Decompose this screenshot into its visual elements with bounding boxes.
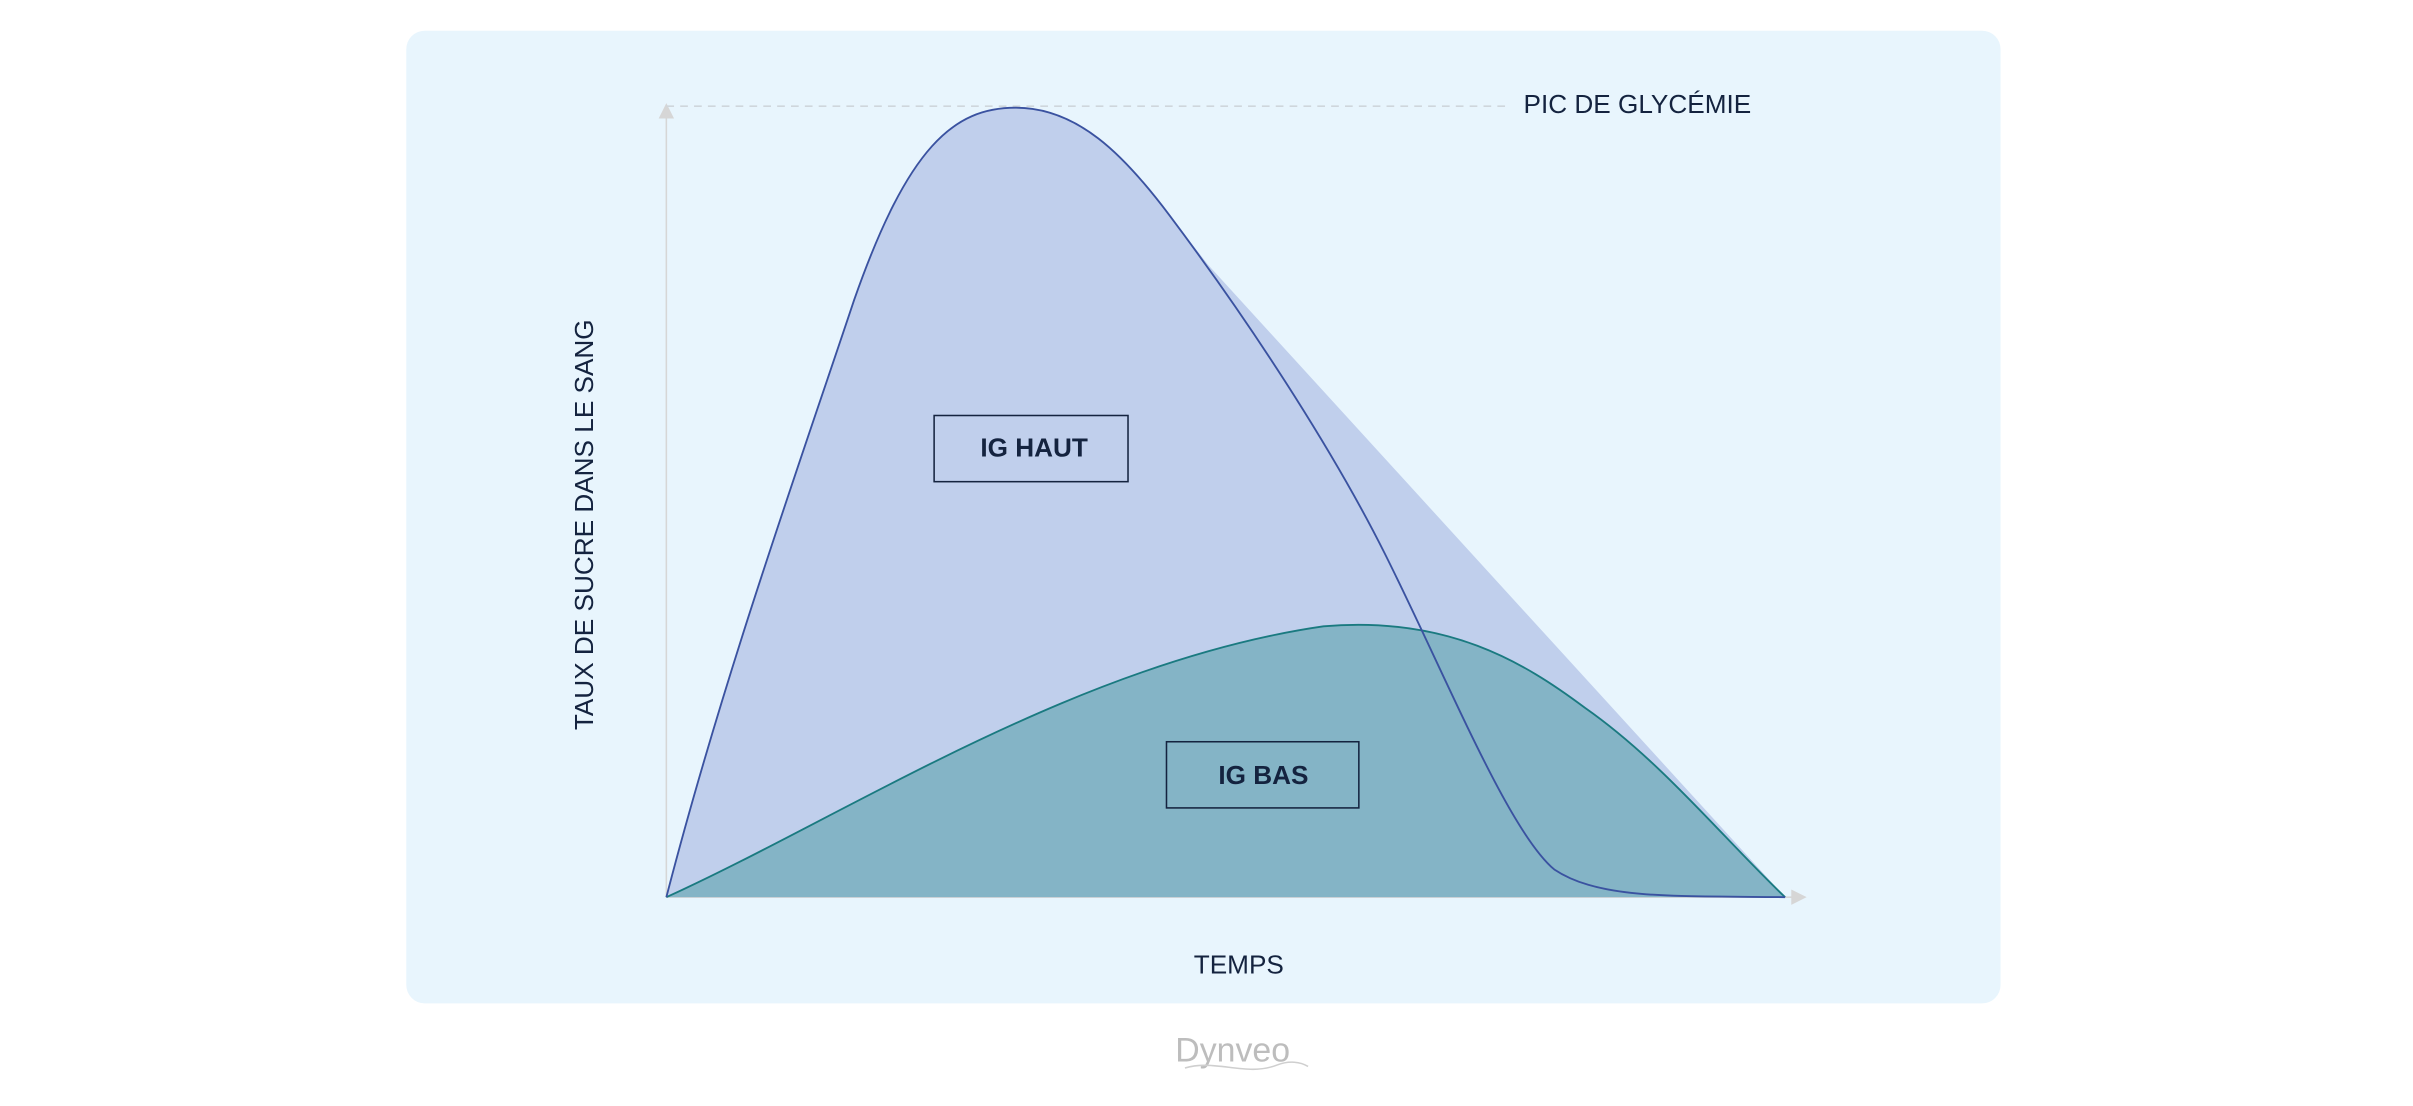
y-axis-label: TAUX DE SUCRE DANS LE SANG (569, 319, 599, 730)
high-gi-curve (665, 106, 1786, 899)
y-axis-arrow (658, 103, 675, 119)
high-gi-box (933, 414, 1129, 483)
low-gi-label: IG BAS (1218, 760, 1308, 790)
high-gi-label: IG HAUT (980, 432, 1088, 462)
x-axis-label: TEMPS (1194, 949, 1284, 979)
logo: Dynveo (1175, 1032, 1290, 1070)
low-gi-box (1165, 740, 1360, 809)
peak-label: PIC DE GLYCÉMIE (1524, 89, 1752, 119)
logo-swoosh (1184, 1061, 1309, 1071)
x-axis-arrow (1791, 889, 1807, 905)
low-gi-area (666, 624, 1786, 898)
low-gi-curve (665, 623, 1786, 899)
